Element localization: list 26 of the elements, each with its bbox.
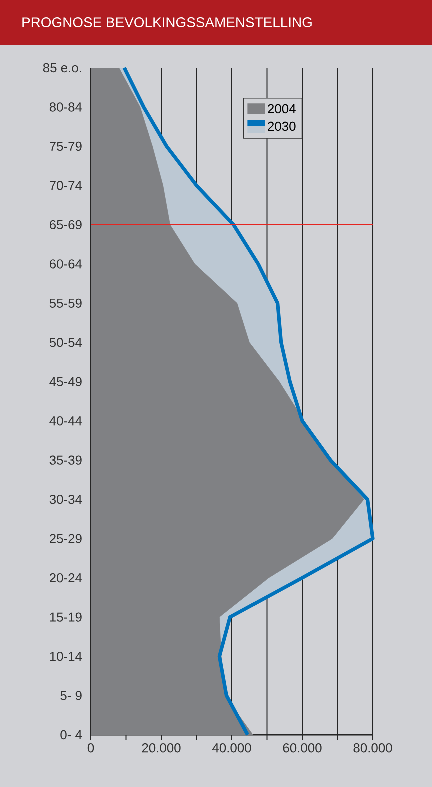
- chart-title: PROGNOSE BEVOLKINGSSAMENSTELLING: [22, 18, 312, 28]
- y-tick-label: 20-24: [50, 573, 82, 583]
- x-tick-label: 60.000: [283, 744, 322, 753]
- y-tick-label: 30-34: [50, 495, 82, 504]
- y-tick-label: 60-64: [50, 260, 82, 269]
- y-tick-label: 65-69: [50, 220, 82, 230]
- y-tick-label: 75-79: [50, 142, 82, 152]
- x-tick-label: 80.000: [354, 744, 392, 753]
- y-tick-label: 35-39: [50, 456, 82, 465]
- y-tick-label: 45-49: [50, 377, 82, 386]
- y-tick-label: 80-84: [50, 102, 82, 112]
- y-tick-label: 25-29: [50, 534, 82, 544]
- y-tick-label: 40-44: [50, 416, 82, 426]
- legend-label: 2004: [268, 104, 296, 114]
- y-tick-label: 55-59: [50, 298, 82, 308]
- x-tick-label: 20.000: [142, 744, 181, 753]
- y-tick-label: 5- 9: [60, 691, 82, 700]
- y-tick-label: 10-14: [50, 652, 82, 662]
- y-tick-label: 85 e.o.: [43, 63, 82, 73]
- y-tick-label: 0- 4: [60, 730, 82, 740]
- legend-label: 2030: [268, 122, 296, 132]
- y-tick-label: 50-54: [50, 338, 82, 348]
- x-tick-label: 40.000: [212, 744, 252, 753]
- y-tick-label: 70-74: [50, 181, 82, 190]
- y-tick-label: 15-19: [50, 612, 82, 622]
- x-tick-label: 0: [88, 744, 94, 753]
